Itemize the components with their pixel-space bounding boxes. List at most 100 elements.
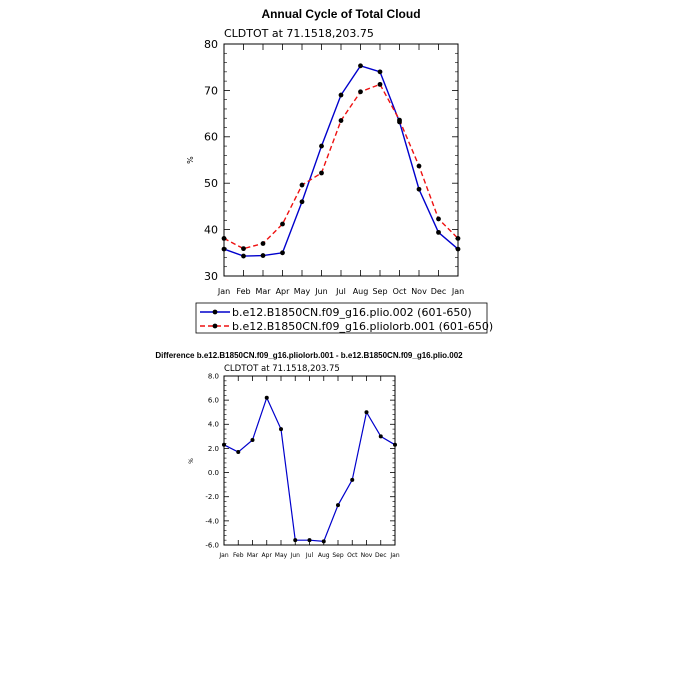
series-1-point xyxy=(393,442,397,447)
x-tick-label: Mar xyxy=(255,287,271,296)
series-1-point xyxy=(221,246,227,252)
series-1-point xyxy=(236,450,241,455)
chart1-subtitle: CLDTOT at 71.1518,203.75 xyxy=(224,27,374,40)
x-tick-label: Sep xyxy=(332,552,344,559)
y-tick-label: 80 xyxy=(204,38,218,51)
x-tick-label: Dec xyxy=(375,552,387,559)
series-2-point xyxy=(436,216,441,222)
series-2-point xyxy=(319,170,324,176)
y-tick-label: -4.0 xyxy=(205,517,219,525)
series-1-point xyxy=(299,199,305,205)
x-tick-label: Jan xyxy=(217,287,230,296)
series-2-point xyxy=(455,236,461,241)
x-tick-label: Jan xyxy=(389,552,399,559)
difference-chart: Difference b.e12.B1850CN.f09_g16.pliolor… xyxy=(155,351,463,559)
chart1-series xyxy=(221,63,461,259)
chart1-ylabel: % xyxy=(186,156,195,164)
series-1-point xyxy=(378,434,383,439)
chart2-axes xyxy=(223,375,396,546)
series-2-point xyxy=(260,241,266,246)
series-1-point xyxy=(350,477,355,482)
series-1-point xyxy=(307,538,312,543)
y-tick-label: 8.0 xyxy=(208,372,219,380)
y-tick-label: 50 xyxy=(204,177,218,190)
series-2-point xyxy=(299,182,305,188)
x-tick-label: Apr xyxy=(276,287,291,296)
legend-label-series-1: b.e12.B1850CN.f09_g16.plio.002 (601-650) xyxy=(232,306,472,319)
y-tick-label: 4.0 xyxy=(208,421,219,429)
x-tick-label: Oct xyxy=(393,287,407,296)
legend-label-series-2: b.e12.B1850CN.f09_g16.pliolorb.001 (601-… xyxy=(232,320,493,333)
chart1-title: Annual Cycle of Total Cloud xyxy=(261,7,420,21)
series-2-point xyxy=(338,118,344,123)
series-line-1 xyxy=(223,396,396,543)
y-tick-label: 40 xyxy=(204,223,218,236)
x-tick-label: Oct xyxy=(347,552,358,559)
series-1-point xyxy=(250,437,255,442)
chart1-legend: b.e12.B1850CN.f09_g16.plio.002 (601-650)… xyxy=(195,302,493,334)
series-1-point xyxy=(279,427,283,432)
chart2-series xyxy=(222,395,397,544)
x-tick-label: Sep xyxy=(372,287,387,296)
x-tick-label: Jun xyxy=(314,287,328,296)
chart2-ylabel: % xyxy=(188,458,195,464)
x-tick-label: May xyxy=(275,552,288,559)
y-tick-label: 6.0 xyxy=(208,397,219,405)
chart1-axes xyxy=(223,43,459,277)
series-1-point xyxy=(319,143,324,149)
plot-frame xyxy=(223,43,459,277)
chart1-x-tick-labels: Jan Feb Mar Apr May Jun Jul Aug Sep Oct Nov Dec Jan xyxy=(217,287,464,296)
chart2-subtitle: CLDTOT at 71.1518,203.75 xyxy=(224,364,340,374)
annual-cycle-chart: Annual Cycle of Total Cloud CLDTOT at 71… xyxy=(186,7,493,334)
series-1-point xyxy=(416,186,422,192)
x-tick-label: Jun xyxy=(290,552,301,559)
legend-marker-series-1 xyxy=(212,309,218,315)
series-2-point xyxy=(241,246,246,252)
series-1-point xyxy=(260,253,266,258)
x-tick-label: Apr xyxy=(262,552,273,559)
y-tick-label: 70 xyxy=(204,84,218,97)
x-tick-label: May xyxy=(294,287,311,296)
legend-box xyxy=(195,302,488,334)
chart2-title: Difference b.e12.B1850CN.f09_g16.pliolor… xyxy=(155,351,463,360)
y-tick-label: 0.0 xyxy=(208,469,219,477)
x-tick-label: Jul xyxy=(335,287,346,296)
y-tick-label: 30 xyxy=(204,270,218,283)
series-2-point xyxy=(416,163,422,169)
series-1-point xyxy=(321,539,326,544)
series-2-point xyxy=(221,236,227,241)
x-tick-label: Nov xyxy=(411,287,427,296)
series-2-point xyxy=(280,221,285,227)
series-1-point xyxy=(436,229,441,235)
x-tick-label: Jan xyxy=(451,287,464,296)
y-tick-label: -6.0 xyxy=(205,541,219,549)
x-tick-label: Jan xyxy=(218,552,228,559)
y-tick-label: 2.0 xyxy=(208,445,219,453)
x-tick-label: Feb xyxy=(236,287,250,296)
series-1-point xyxy=(280,250,285,256)
series-1-point xyxy=(241,253,246,259)
series-1-point xyxy=(222,442,226,447)
x-tick-label: Aug xyxy=(353,287,369,296)
x-tick-label: Mar xyxy=(247,552,259,559)
series-1-point xyxy=(377,69,383,75)
y-tick-label: -2.0 xyxy=(205,493,219,501)
x-tick-label: Dec xyxy=(431,287,446,296)
series-1-point xyxy=(455,246,461,252)
series-1-point xyxy=(364,410,369,415)
x-tick-label: Feb xyxy=(233,552,244,559)
series-1-point xyxy=(358,63,363,69)
chart2-y-tick-labels: -6.0 -4.0 -2.0 0.0 2.0 4.0 6.0 8.0 xyxy=(205,372,219,549)
plot-frame xyxy=(223,375,396,546)
series-1-point xyxy=(336,503,340,508)
series-1-point xyxy=(338,92,344,98)
x-tick-label: Jul xyxy=(305,552,314,559)
series-1-point xyxy=(264,395,269,400)
series-line-2 xyxy=(223,83,459,250)
x-tick-label: Aug xyxy=(318,552,330,559)
y-tick-label: 60 xyxy=(204,131,218,144)
series-1-point xyxy=(293,538,298,543)
series-2-point xyxy=(397,117,402,123)
series-2-point xyxy=(358,89,363,95)
